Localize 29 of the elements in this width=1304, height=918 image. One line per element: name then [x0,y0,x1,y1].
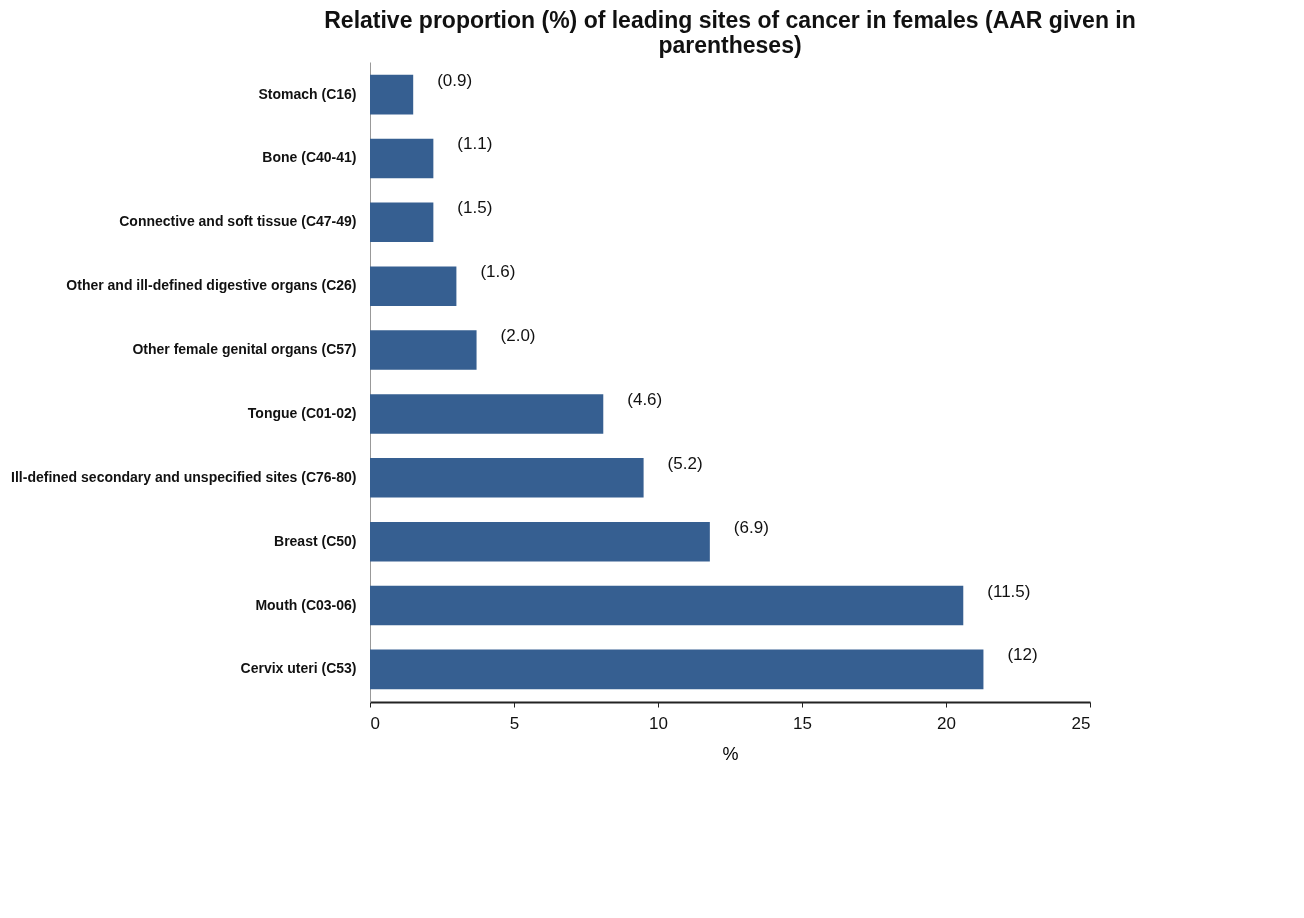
y-tick-label: Bone (C40-41) [262,149,357,166]
y-tick-label: Other and ill-defined digestive organs (C26) [66,277,357,294]
annotation: (1.1) [457,134,493,154]
annotation: (2.0) [500,326,536,346]
annotation: (5.2) [667,453,703,473]
annotation: (4.6) [627,389,663,409]
y-tick-label: Tongue (C01-02) [247,404,357,421]
x-tick-label: 0 [370,713,380,733]
x-axis-title: % [722,743,739,764]
y-tick-label: Connective and soft tissue (C47-49) [119,213,357,230]
y-tick-label: Mouth (C03-06) [255,596,357,613]
annotation: (6.9) [733,517,769,537]
x-tick-label: 5 [509,713,520,733]
text: Relative proportion (%) of leading sites of cancer in females (AAR given in [324,7,1136,33]
annotation: (12) [1007,645,1038,665]
annotation: (1.6) [480,262,516,282]
x-tick-label: 15 [793,713,812,733]
text: parentheses) [658,32,802,58]
y-tick-label: Ill-defined secondary and unspecified sites (C76-80) [11,468,357,485]
x-tick-label: 20 [937,713,956,733]
y-tick-label: Other female genital organs (C57) [132,341,357,358]
y-tick-label: Breast (C50) [274,532,357,549]
annotation: (1.5) [457,198,493,218]
x-tick-label: 25 [1071,713,1091,733]
annotation: (0.9) [437,70,473,90]
annotation: (11.5) [987,581,1031,601]
y-tick-label: Stomach (C16) [258,85,357,102]
x-tick-label: 10 [649,713,668,733]
y-tick-label: Cervix uteri (C53) [240,660,357,677]
